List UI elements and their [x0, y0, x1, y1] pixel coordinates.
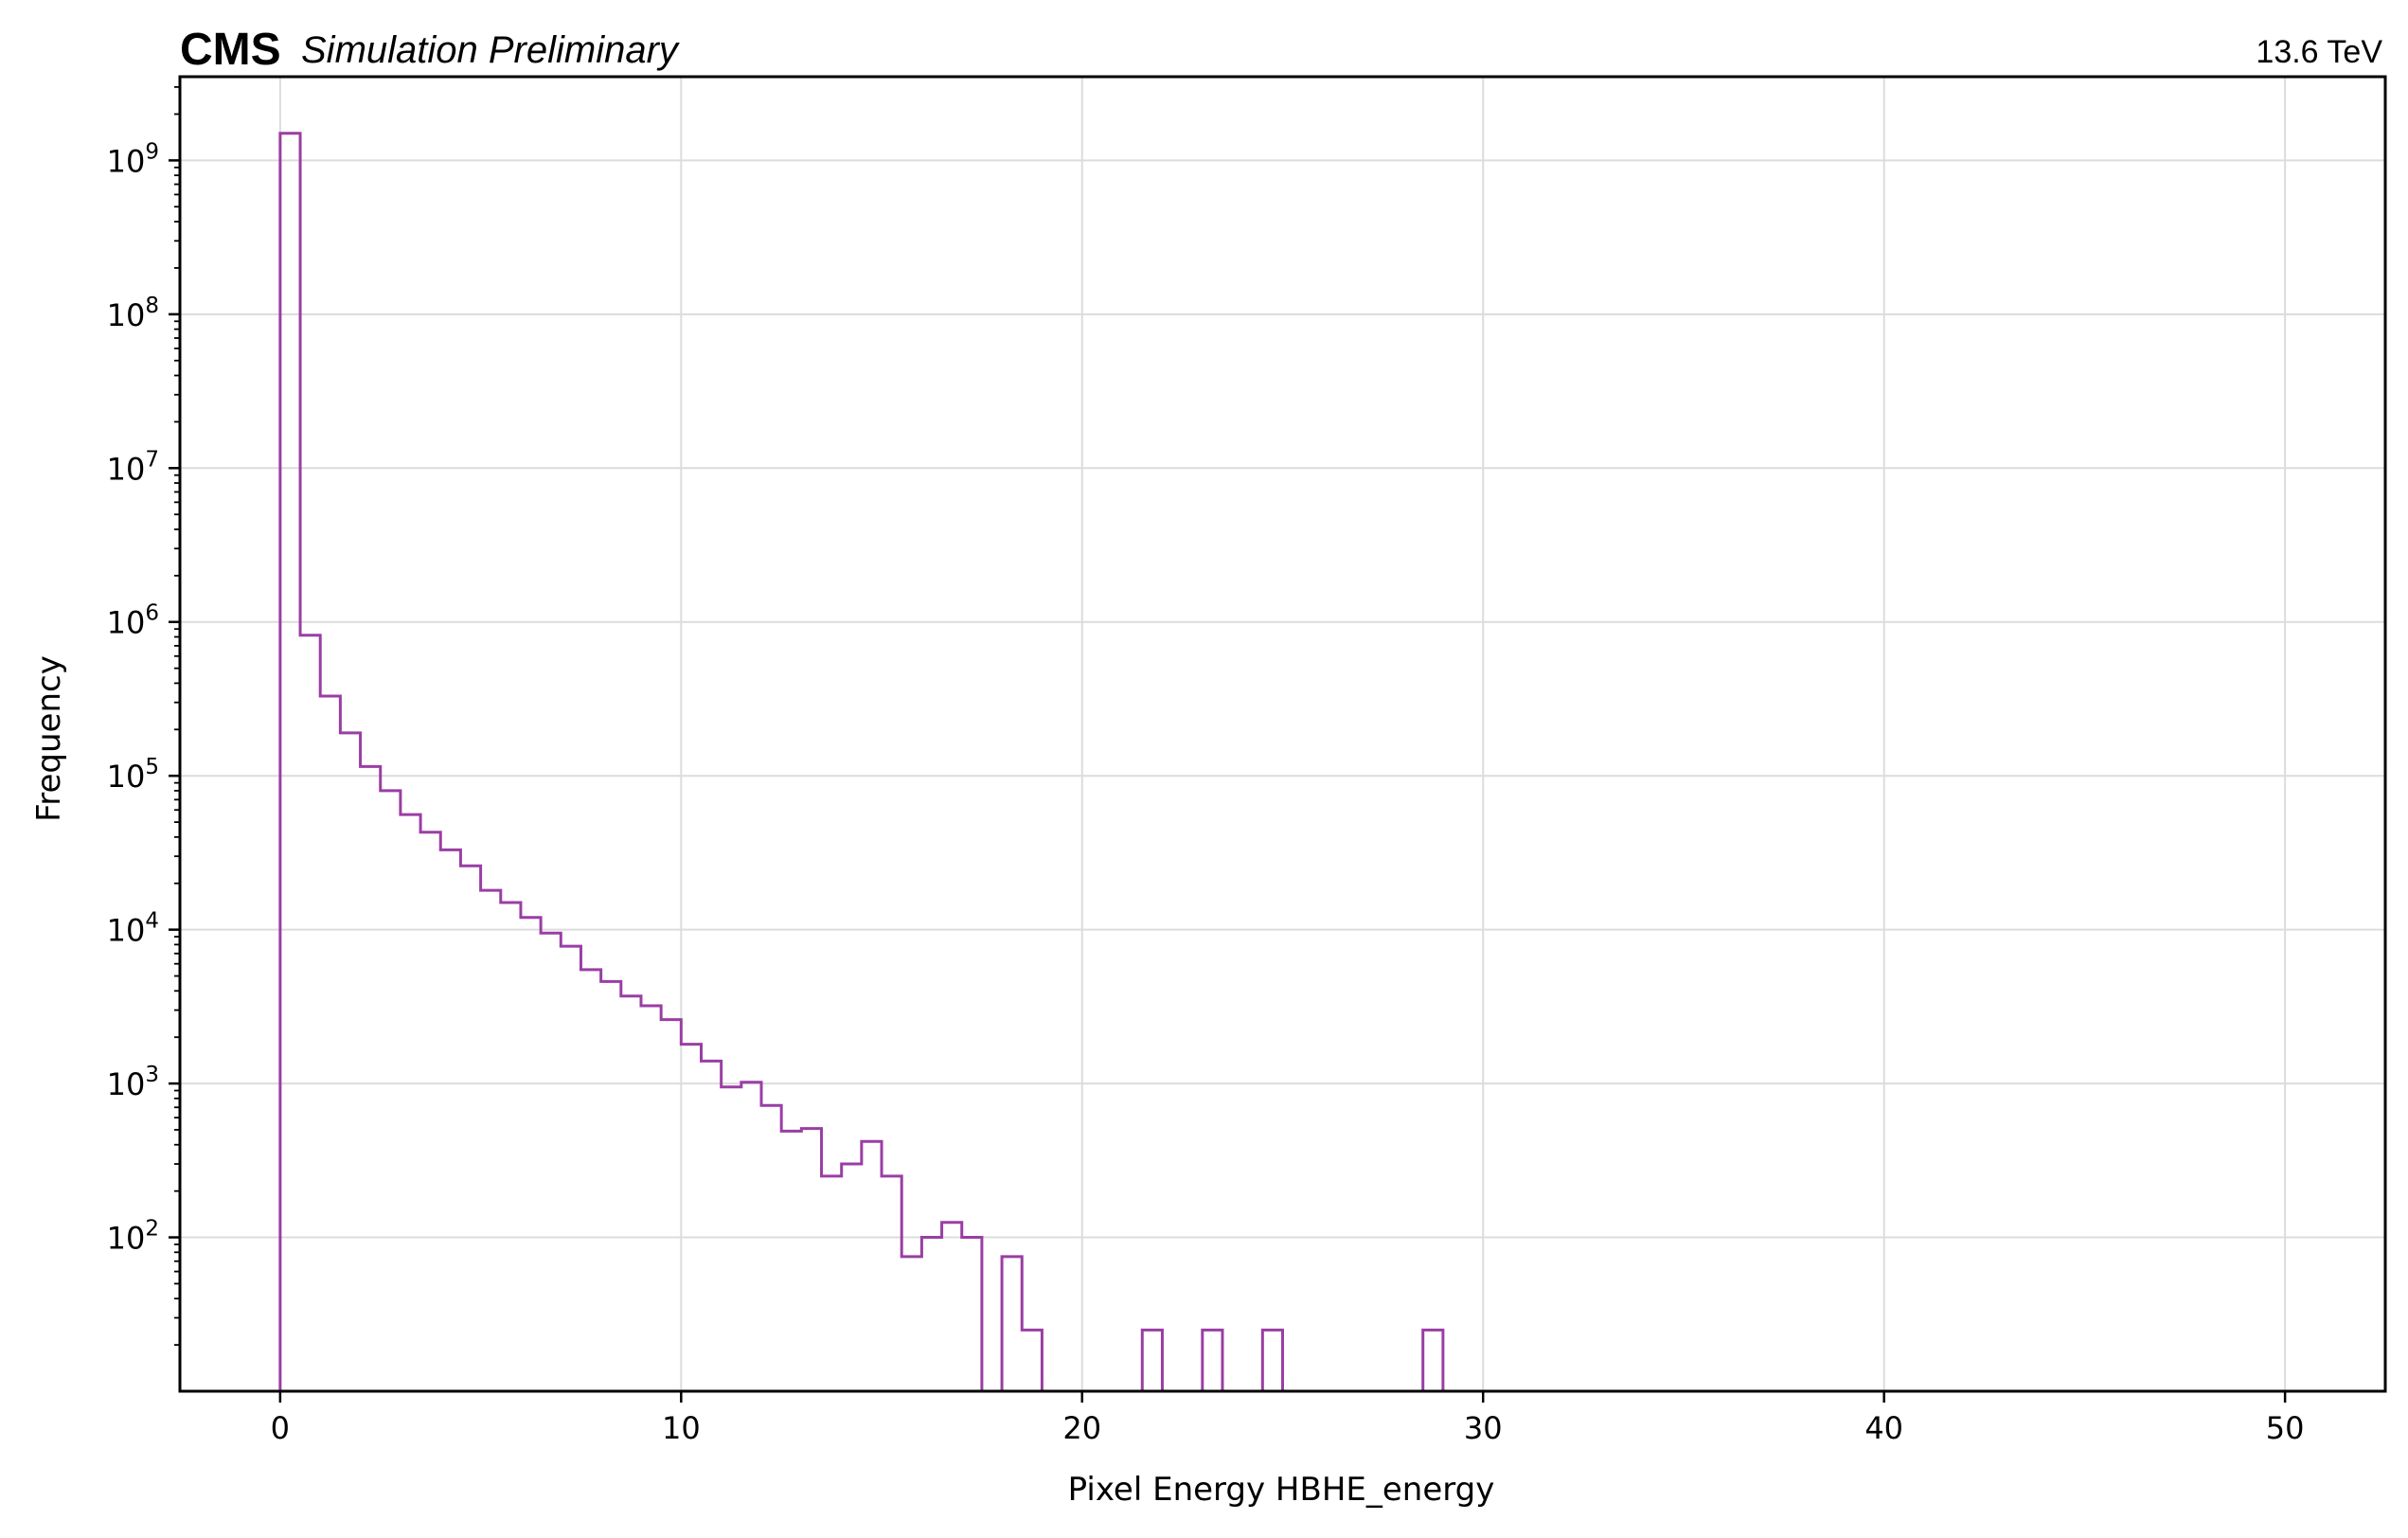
y-tick-label: 109 [107, 139, 159, 179]
energy-label: 13.6 TeV [2256, 34, 2382, 70]
x-tick-label: 20 [1062, 1410, 1101, 1446]
y-axis-label: Frequency [30, 655, 68, 822]
cms-label: CMS [180, 25, 281, 75]
y-tick-label: 108 [107, 294, 159, 333]
x-axis: 0 10 20 30 40 50 [271, 1391, 2305, 1446]
x-tick-label: 50 [2266, 1410, 2305, 1446]
y-tick-label: 102 [107, 1217, 159, 1257]
y-tick-label: 103 [107, 1063, 159, 1102]
y-tick-label: 107 [107, 447, 159, 487]
y-axis: 102 103 104 105 106 107 108 109 [107, 85, 180, 1346]
x-tick-label: 0 [271, 1410, 290, 1446]
histogram-series [278, 132, 1445, 1393]
y-tick-label: 105 [107, 755, 159, 795]
y-tick-label: 106 [107, 601, 159, 641]
x-axis-label: Pixel Energy HBHE_energy [1068, 1471, 1495, 1509]
x-tick-label: 10 [662, 1410, 701, 1446]
grid [180, 77, 2385, 1391]
x-tick-label: 40 [1864, 1410, 1903, 1446]
status-label: Simulation Preliminary [301, 29, 681, 71]
x-tick-label: 30 [1464, 1410, 1503, 1446]
plot-frame [178, 75, 2387, 1393]
y-tick-label: 104 [107, 909, 159, 949]
